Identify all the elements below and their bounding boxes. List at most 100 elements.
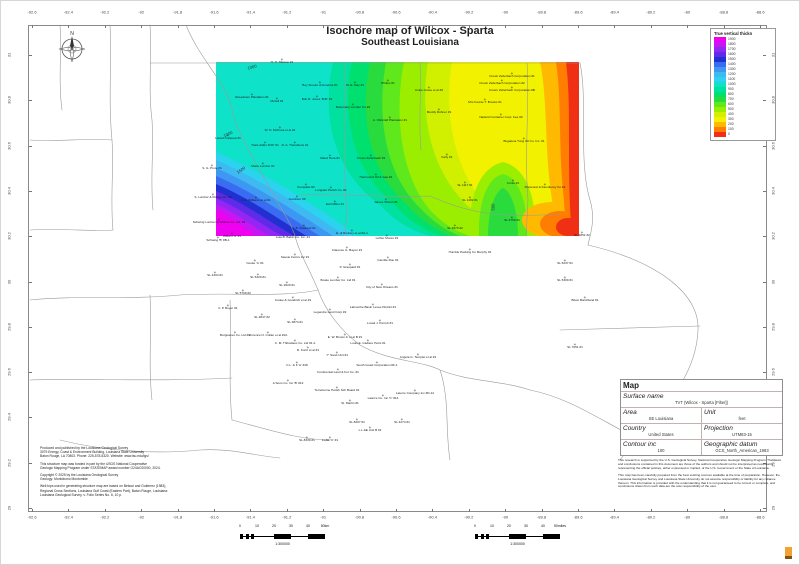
legend-entry: 500 <box>714 107 773 112</box>
thickness-legend: True vertical thickn 1900 1800 1700 1600 150… <box>710 28 776 141</box>
well-marker: + Angela G. Templet et al #1 <box>400 352 436 359</box>
well-label: Earl Miller #1 <box>325 202 345 206</box>
well-marker: + J. B. Rowland #1 <box>292 223 316 230</box>
axis-tick-bottom <box>250 509 252 512</box>
well-label: Kempalet #2 <box>297 185 315 189</box>
well-label: Ponterest & Fauntleroy Co #1 <box>524 185 566 189</box>
well-label: Philips #1 <box>381 81 395 85</box>
legend-chip <box>714 127 726 132</box>
legend-value: 1000 <box>728 82 736 86</box>
well-label: SL 3874 #1 <box>287 320 303 324</box>
well-marker: + Lafourche Basin Levee District #1 <box>350 302 396 309</box>
axis-label-bottom: -89 <box>684 514 691 520</box>
well-marker: + E. W. Brown Jr et al B #1 <box>328 332 362 339</box>
well-symbol: + <box>375 360 379 365</box>
well-symbol: + <box>437 107 441 112</box>
legend-value: 600 <box>728 102 734 106</box>
well-label: Humble Packing Co Murphy #1 <box>448 250 492 254</box>
well-label: Louis E. Cadiere Heirs #1 <box>350 341 386 345</box>
well-label: R. Kurtz et al #1 <box>296 348 320 352</box>
well-symbol: + <box>266 330 270 335</box>
axis-label-top: -92.4 <box>63 9 73 15</box>
axis-tick-left <box>29 372 32 374</box>
axis-label-bottom: -91.2 <box>282 514 292 520</box>
legend-chip <box>714 67 726 72</box>
north-arrow-point <box>70 36 74 49</box>
well-marker: + Luther Moore #1 <box>376 233 399 240</box>
legend-chip <box>714 92 726 97</box>
well-marker: + J. A. Williams et al #1 <box>241 195 270 202</box>
well-label: SL 4851 #2 <box>574 233 590 237</box>
well-marker: + Leland Calpusa #1 <box>215 133 241 140</box>
axis-label-top: -89 <box>684 9 691 15</box>
axis-label-left: 30.2 <box>6 232 12 241</box>
well-marker: + L.L.&E Unit B #1 <box>359 425 382 432</box>
legend-entry: 1900 <box>714 37 773 42</box>
axis-tick-bottom <box>687 509 689 512</box>
axis-label-top: -92.2 <box>100 9 110 15</box>
well-marker: + F. P. Boyer #1 <box>218 303 237 310</box>
well-label: SL 8339 #1 <box>299 438 315 442</box>
well-marker: + SL 5329 #1 <box>250 272 266 279</box>
well-label: J. B. Rowland #1 <box>292 226 316 230</box>
datum-cell: Geographic datum GCS_North_American_1983 <box>701 440 782 455</box>
well-marker: + Marie Lumber #1 <box>251 161 274 168</box>
well-symbol: + <box>333 199 337 204</box>
axis-tick-bottom <box>468 509 470 512</box>
axis-tick-left <box>29 281 32 283</box>
axis-label-bottom: -89.2 <box>646 514 656 520</box>
well-symbol: + <box>293 252 297 257</box>
well-symbol: + <box>388 115 392 120</box>
contour-inc-value: 100 <box>657 448 665 453</box>
well-label: A. Olinkraft Plantation #1 <box>372 118 408 122</box>
axis-tick-top <box>541 25 543 28</box>
well-symbol: + <box>385 233 389 238</box>
well-label: Boy Scouts of America #1 <box>302 83 338 87</box>
country-cell: Country United States <box>621 424 701 440</box>
well-symbol: + <box>386 255 390 260</box>
well-symbol: + <box>563 258 567 263</box>
axis-tick-right <box>763 462 766 464</box>
axis-tick-bottom <box>650 509 652 512</box>
well-marker: + SL 2020 #1 <box>279 280 295 287</box>
axis-tick-top <box>104 25 106 28</box>
legend-entry: 1400 <box>714 62 773 67</box>
axis-tick-top <box>578 25 579 28</box>
well-marker: + Laterre Co. Inc 'C' #14 <box>368 393 399 400</box>
well-symbol: + <box>369 153 373 158</box>
legend-chip <box>714 62 726 67</box>
axis-label-top: -91.4 <box>245 9 255 15</box>
well-label: C. M. Thibodaux Co. Ltd #1 A <box>274 341 316 345</box>
axis-label-left: 29 <box>6 505 12 511</box>
well-symbol: + <box>353 80 357 85</box>
well-label: James Wilson #1 <box>374 200 398 204</box>
well-marker: + SL 8207 #1 <box>349 417 365 424</box>
well-symbol: + <box>416 352 420 357</box>
well-label: SL 2020 #1 <box>279 283 295 287</box>
well-marker: + Clarence G. Bayon #1 <box>332 245 362 252</box>
well-symbol: + <box>291 295 295 300</box>
axis-label-bottom: -89.8 <box>537 514 547 520</box>
projection-label: Projection <box>704 425 733 432</box>
axis-label-bottom: -91.4 <box>245 514 255 520</box>
scalebar-tick-label: 40 <box>541 524 545 528</box>
axis-label-top: -89.4 <box>609 9 619 15</box>
well-marker: + SL 3874 #1 <box>287 317 303 324</box>
axis-label-bottom: -88.6 <box>755 514 765 520</box>
well-label: D. A. Transitions #1 <box>281 143 309 147</box>
axis-label-top: -91.2 <box>282 9 292 15</box>
well-label: S. G. Prote #1 <box>202 166 222 170</box>
legend-value: 100 <box>728 127 734 131</box>
map-info-box: Map Surface name TVT (Wilcox - Sparta [F… <box>620 379 783 456</box>
well-symbol: + <box>468 247 472 252</box>
well-marker: + W. N. McKnea et al #1 <box>265 125 296 132</box>
scalebar-km: 1:300000 0 10 20 30 40 50km <box>239 524 329 548</box>
axis-tick-top <box>687 25 689 28</box>
well-symbol: + <box>286 378 290 383</box>
area-unit-row: Area SE Louisiana Unit feet <box>621 408 782 424</box>
well-marker: + Cooke & Goodrich et al #1 <box>275 295 311 302</box>
well-marker: + McGill #1 <box>271 96 284 103</box>
well-label: Nadard Container Corp. Fee #2 <box>479 115 523 119</box>
well-marker: + Curtis #1 <box>507 178 519 185</box>
well-marker: + Lovait J. Perrub #1 <box>367 318 393 325</box>
